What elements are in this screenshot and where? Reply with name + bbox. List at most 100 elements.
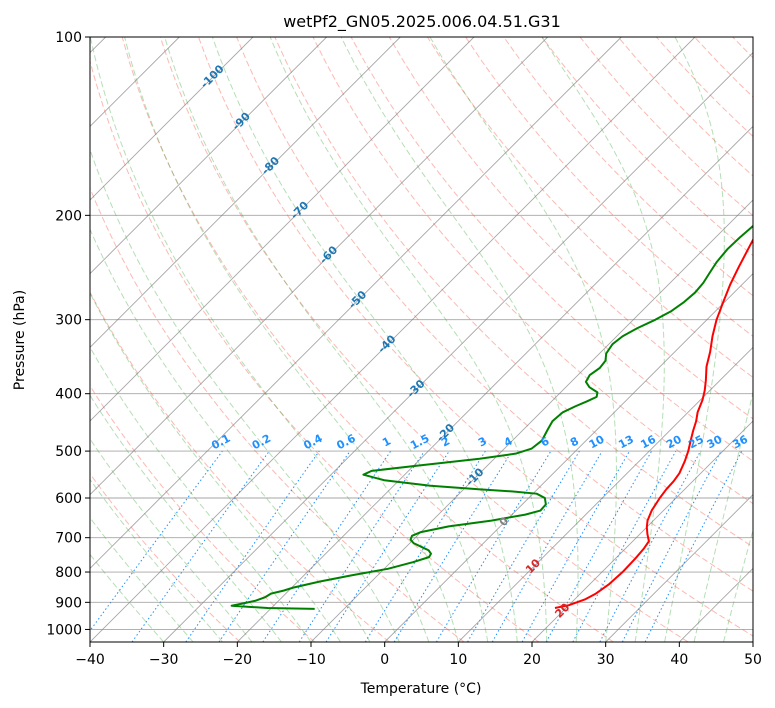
x-tick-label: −40	[75, 652, 105, 668]
moist-adiabat-line	[90, 394, 282, 642]
x-tick-label: 10	[449, 652, 467, 668]
x-tick-label: 20	[523, 652, 541, 668]
y-tick-label: 800	[55, 565, 82, 581]
isotherm-line	[90, 37, 475, 422]
isotherm-line	[163, 52, 753, 642]
mixing-ratio-lines	[90, 450, 743, 642]
moist-adiabat-line	[429, 37, 617, 642]
mixing-ratio-line	[325, 450, 450, 642]
x-axis-label: Temperature (°C)	[360, 681, 482, 697]
moist-adiabat-line	[541, 37, 665, 642]
mixing-ratio-line	[644, 450, 743, 642]
isotherm-line	[90, 37, 548, 496]
x-tick-label: −20	[223, 652, 253, 668]
y-tick-label: 200	[55, 208, 82, 224]
isotherm-line	[237, 125, 753, 642]
isotherm-line	[90, 37, 622, 569]
isotherm-line	[90, 37, 254, 201]
mixing-ratio-line	[90, 450, 223, 632]
profile-lines	[230, 224, 753, 610]
mixing-ratio-line	[298, 450, 425, 642]
dry-adiabats	[90, 37, 753, 642]
plot-area: -100-90-80-70-60-50-40-30-20-10010203040…	[90, 37, 753, 642]
y-tick-label: 900	[55, 595, 82, 611]
dry-adiabat-line	[90, 186, 465, 642]
mixing-ratio-line	[572, 450, 677, 642]
moist-adiabat-line	[90, 438, 253, 642]
moist-adiabat-line	[90, 228, 371, 642]
isotherm-line	[90, 37, 696, 642]
dry-adiabat-line	[274, 37, 753, 548]
mixing-ratio-label: 10	[587, 433, 607, 452]
isotherm-line	[605, 494, 753, 642]
dry-adiabat-line	[90, 59, 540, 642]
dry-adiabat-line	[159, 37, 689, 642]
y-axis-ticks: 100 200 300 400 500 600 700 800 900 1000	[46, 30, 90, 638]
temperature-line	[554, 237, 753, 609]
plot-frame	[89, 36, 754, 643]
moist-adiabat-line	[90, 291, 341, 642]
moist-adiabat-line	[90, 37, 430, 642]
mixing-ratio-label: 30	[705, 433, 725, 452]
mixing-ratio-line	[545, 450, 653, 642]
dry-adiabat-line	[465, 37, 753, 337]
isotherm-line	[531, 420, 753, 642]
y-tick-label: 100	[55, 30, 82, 46]
y-tick-label: 700	[55, 531, 82, 547]
dry-adiabat-line	[236, 37, 753, 592]
mixing-ratio-line	[131, 450, 270, 642]
moist-adiabat-line	[164, 37, 489, 642]
isobar-grid	[90, 37, 753, 630]
y-tick-label: 600	[55, 491, 82, 507]
mixing-ratio-line	[218, 450, 351, 642]
y-tick-label: 500	[55, 444, 82, 460]
x-tick-label: 40	[670, 652, 688, 668]
mixing-ratio-line	[185, 450, 320, 642]
mixing-ratio-label: 13	[616, 433, 636, 452]
mixing-ratio-label: 16	[638, 433, 658, 452]
x-tick-label: −10	[296, 652, 326, 668]
dry-adiabat-line	[90, 472, 241, 642]
dry-adiabat-line	[312, 37, 753, 505]
x-tick-label: 30	[597, 652, 615, 668]
dewpoint-line	[230, 224, 753, 610]
moist-adiabat-line	[124, 37, 459, 642]
dry-adiabat-line	[350, 37, 753, 462]
moist-adiabat-line	[90, 553, 165, 642]
x-tick-label: −30	[149, 652, 179, 668]
isotherm-line	[90, 37, 401, 348]
moist-adiabat-line	[664, 37, 725, 642]
moist-adiabat-line	[90, 478, 223, 642]
dry-adiabat-line	[121, 37, 614, 642]
isotherm-line	[90, 37, 327, 275]
y-tick-label: 1000	[46, 622, 82, 638]
x-axis-ticks: −40 −30 −20 −10 0 10 20 30 40 50	[75, 642, 762, 668]
isotherm-line	[458, 346, 753, 642]
isotherm-line	[384, 273, 753, 642]
dry-adiabat-line	[90, 384, 316, 642]
moist-adiabat-line	[90, 516, 194, 642]
y-tick-label: 400	[55, 387, 82, 403]
mixing-ratio-label: 25	[686, 433, 706, 452]
x-tick-label: 0	[380, 652, 389, 668]
mixing-ratio-line	[262, 450, 392, 642]
moist-adiabats	[90, 37, 753, 642]
dry-adiabat-line	[503, 37, 753, 297]
y-tick-label: 300	[55, 313, 82, 329]
chart-title: wetPf2_GN05.2025.006.04.51.G31	[283, 12, 561, 32]
moist-adiabat-line	[340, 37, 579, 642]
moist-adiabat-line	[90, 148, 400, 642]
x-tick-label: 50	[744, 652, 762, 668]
moist-adiabat-line	[211, 37, 518, 642]
y-axis-label: Pressure (hPa)	[12, 290, 28, 390]
mixing-ratio-label: 20	[664, 433, 684, 452]
mixing-ratio-line	[521, 450, 630, 642]
mixing-ratio-line	[393, 450, 513, 642]
moist-adiabat-line	[90, 346, 312, 642]
dry-adiabat-line	[388, 37, 753, 420]
dry-adiabat-line	[90, 291, 390, 642]
mixing-ratio-label: 36	[730, 433, 750, 452]
